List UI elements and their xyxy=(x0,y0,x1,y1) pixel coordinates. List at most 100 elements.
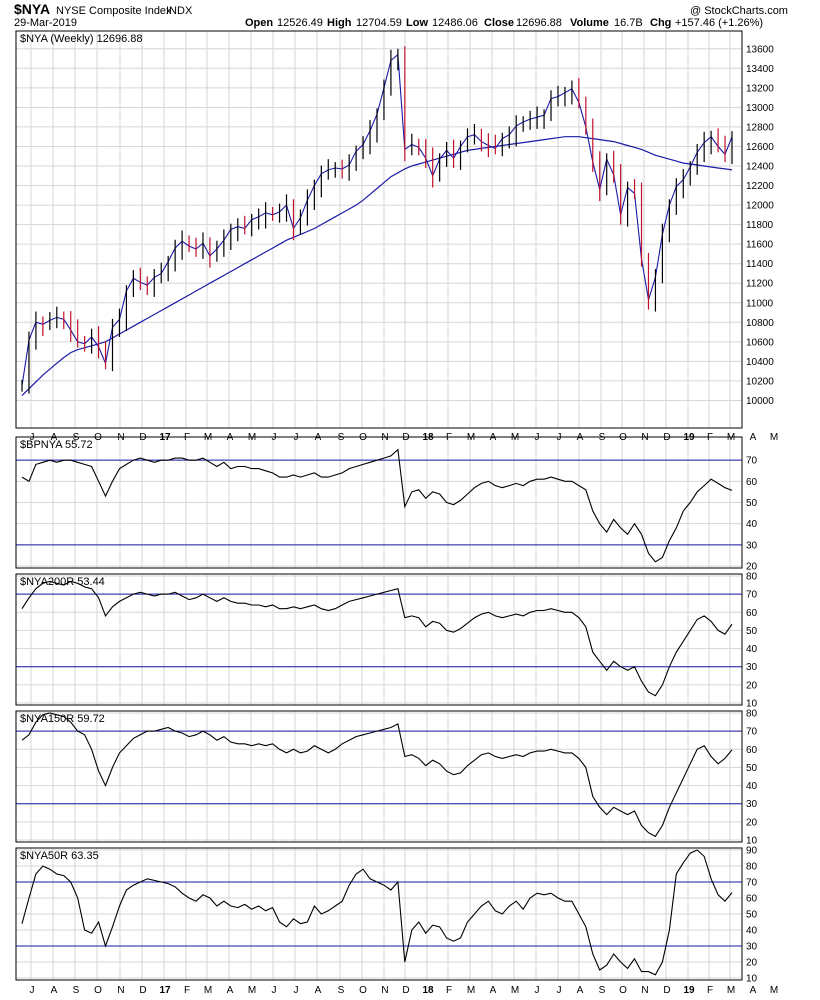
x-tick-label: F xyxy=(446,985,452,996)
x-tick-label: J xyxy=(557,985,562,996)
x-tick-label: F xyxy=(707,985,713,996)
x-tick-label: S xyxy=(599,985,606,996)
y-tick-label: 30 xyxy=(746,662,758,673)
date: 29-Mar-2019 xyxy=(14,17,77,29)
y-tick-label: 13000 xyxy=(746,103,774,114)
x-tick-label: 18 xyxy=(422,432,434,443)
x-tick-label: A xyxy=(577,985,584,996)
y-tick-label: 11400 xyxy=(746,259,774,270)
close-value: 12696.88 xyxy=(516,17,562,29)
x-tick-label: J xyxy=(535,432,540,443)
indicator-line xyxy=(21,580,733,697)
x-tick-label: S xyxy=(73,432,80,443)
x-tick-label: J xyxy=(30,985,35,996)
x-tick-label: N xyxy=(641,985,648,996)
y-tick-label: 40 xyxy=(746,644,758,655)
x-tick-label: M xyxy=(204,985,212,996)
y-tick-label: 40 xyxy=(746,781,758,792)
chg-value: +157.46 (+1.26%) xyxy=(675,17,763,29)
x-tick-label: S xyxy=(599,432,606,443)
close-line xyxy=(21,53,733,386)
x-tick-label: A xyxy=(51,985,58,996)
y-tick-label: 12800 xyxy=(746,122,774,133)
y-tick-label: 12400 xyxy=(746,162,774,173)
x-tick-label: A xyxy=(227,985,234,996)
y-tick-label: 30 xyxy=(746,942,758,953)
y-tick-label: 30 xyxy=(746,540,758,551)
y-tick-label: 70 xyxy=(746,456,758,467)
x-tick-label: 19 xyxy=(683,985,695,996)
x-tick-label: A xyxy=(490,432,497,443)
high-label: High xyxy=(327,17,352,29)
x-tick-label: 17 xyxy=(159,432,171,443)
x-tick-label: O xyxy=(619,432,627,443)
y-tick-label: 60 xyxy=(746,894,758,905)
y-tick-label: 50 xyxy=(746,626,758,637)
panel-1: 10000 10200 10400 10600 10800 11000 11200 11400… xyxy=(15,30,774,429)
x-tick-label: A xyxy=(315,432,322,443)
low-value: 12486.06 xyxy=(432,17,478,29)
x-tick-label: D xyxy=(139,432,146,443)
y-tick-label: 10200 xyxy=(746,376,774,387)
open-value: 12526.49 xyxy=(277,17,323,29)
y-tick-label: 10 xyxy=(746,836,758,847)
high-value: 12704.59 xyxy=(356,17,402,29)
y-tick-label: 80 xyxy=(746,709,758,720)
x-tick-label: F xyxy=(707,432,713,443)
x-tick-label: O xyxy=(359,985,367,996)
x-tick-label: M xyxy=(248,432,256,443)
y-tick-label: 11800 xyxy=(746,220,774,231)
close-label: Close xyxy=(484,17,514,29)
y-tick-label: 70 xyxy=(746,590,758,601)
y-tick-label: 30 xyxy=(746,799,758,810)
panel-frame xyxy=(15,30,743,429)
x-tick-label: 19 xyxy=(683,432,695,443)
y-tick-label: 20 xyxy=(746,817,758,828)
x-tick-label: M xyxy=(770,985,778,996)
x-tick-label: A xyxy=(51,432,58,443)
x-tick-label: J xyxy=(272,432,277,443)
y-tick-label: 12200 xyxy=(746,181,774,192)
x-tick-label: A xyxy=(750,432,757,443)
x-tick-label: O xyxy=(619,985,627,996)
y-tick-label: 50 xyxy=(746,763,758,774)
x-axis-2: J A S O N D 17 F M A M J J A S O N D 18 F M A M J J A S O N D 19 F M A M xyxy=(30,985,779,996)
x-tick-label: O xyxy=(94,432,102,443)
index-name: NYSE Composite Index xyxy=(56,5,172,17)
x-tick-label: N xyxy=(381,985,388,996)
panel-4: 10 20 30 40 50 60 70 80 $NYA150R 59.72 xyxy=(15,709,758,847)
y-tick-label: 50 xyxy=(746,910,758,921)
y-tick-label: 60 xyxy=(746,608,758,619)
symbol: $NYA xyxy=(14,1,50,17)
y-tick-label: 60 xyxy=(746,477,758,488)
y-tick-label: 11600 xyxy=(746,240,774,251)
x-axis-1: J A S O N D 17 F M A M J J A S O N D 18 F M A M J J A S O N D 19 F M A M xyxy=(30,432,779,443)
x-tick-label: 17 xyxy=(159,985,171,996)
x-tick-label: D xyxy=(663,985,670,996)
indicator-line xyxy=(21,849,733,976)
x-tick-label: A xyxy=(490,985,497,996)
chg-label: Chg xyxy=(650,17,671,29)
volume-value: 16.7B xyxy=(614,17,643,29)
y-tick-label: 60 xyxy=(746,745,758,756)
x-tick-label: M xyxy=(511,985,519,996)
exchange: INDX xyxy=(166,5,193,17)
x-tick-label: M xyxy=(511,432,519,443)
volume-label: Volume xyxy=(570,17,609,29)
chart-panels: 10000 10200 10400 10600 10800 11000 11200 11400… xyxy=(15,30,774,985)
panel-frame xyxy=(15,847,743,981)
x-tick-label: D xyxy=(402,432,409,443)
panel-2: 20 30 40 50 60 70 $BPNYA 55.72 xyxy=(15,436,758,573)
panel-label: $NYA (Weekly) 12696.88 xyxy=(20,33,143,45)
y-tick-label: 80 xyxy=(746,572,758,583)
y-tick-label: 80 xyxy=(746,862,758,873)
x-tick-label: A xyxy=(577,432,584,443)
x-tick-label: N xyxy=(117,432,124,443)
panel-label: $NYA150R 59.72 xyxy=(20,713,105,725)
y-tick-label: 10400 xyxy=(746,357,774,368)
panel-label: $NYA200R 53.44 xyxy=(20,576,105,588)
y-tick-label: 11000 xyxy=(746,298,774,309)
y-tick-label: 40 xyxy=(746,926,758,937)
x-tick-label: J xyxy=(535,985,540,996)
y-tick-label: 70 xyxy=(746,878,758,889)
